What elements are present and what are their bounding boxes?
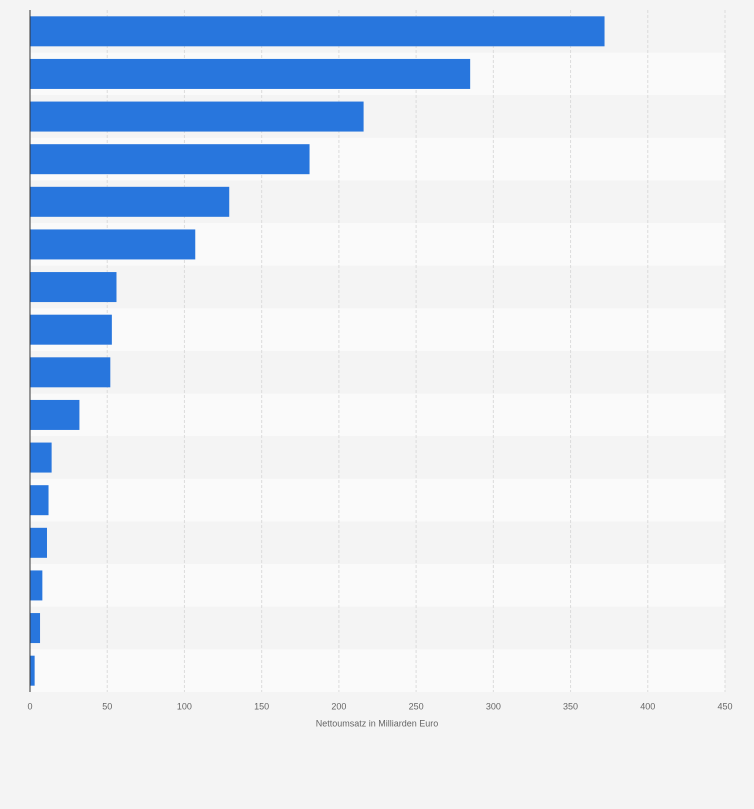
bar (30, 16, 605, 47)
row-band (30, 564, 725, 607)
bar (30, 655, 35, 686)
x-tick-label: 250 (409, 701, 424, 711)
bar (30, 570, 43, 601)
bar (30, 485, 49, 516)
row-band (30, 436, 725, 479)
bar (30, 442, 52, 473)
x-tick-label: 200 (331, 701, 346, 711)
bar (30, 357, 111, 388)
row-band (30, 521, 725, 565)
row-band (30, 308, 725, 351)
bar (30, 399, 80, 430)
bar (30, 229, 196, 260)
x-tick-label: 300 (486, 701, 501, 711)
row-band (30, 478, 725, 522)
x-tick-label: 350 (563, 701, 578, 711)
bar (30, 58, 471, 89)
x-tick-label: 0 (27, 701, 32, 711)
row-band (30, 351, 725, 394)
x-tick-label: 450 (717, 701, 732, 711)
row-band (30, 393, 725, 437)
bar (30, 613, 41, 644)
x-tick-label: 150 (254, 701, 269, 711)
x-axis-label: Nettoumsatz in Milliarden Euro (316, 718, 439, 728)
row-band (30, 649, 725, 692)
row-band (30, 265, 725, 309)
bar (30, 272, 117, 303)
bar (30, 186, 230, 217)
bar (30, 101, 364, 132)
bar (30, 527, 47, 558)
x-tick-label: 100 (177, 701, 192, 711)
x-tick-label: 50 (102, 701, 112, 711)
row-band (30, 606, 725, 650)
bar (30, 314, 112, 345)
bar (30, 144, 310, 175)
x-tick-label: 400 (640, 701, 655, 711)
